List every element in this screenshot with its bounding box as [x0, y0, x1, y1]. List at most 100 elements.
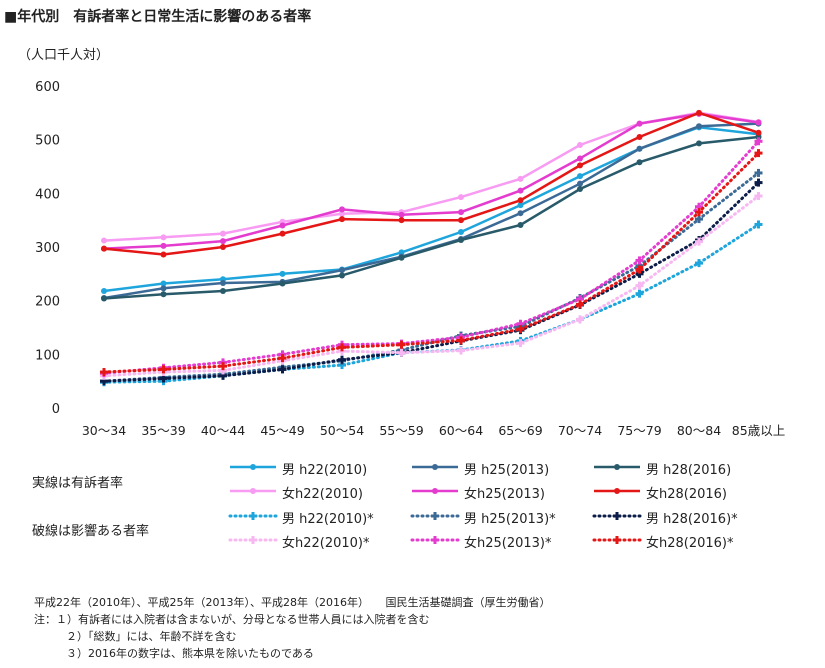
- data-point: [278, 365, 287, 374]
- series-solid-4: [101, 110, 762, 252]
- data-point: [339, 267, 345, 274]
- legend-item-label: 女h25(2013)*: [464, 536, 552, 551]
- data-point: [635, 289, 644, 298]
- data-point: [577, 155, 583, 162]
- data-point: [220, 288, 226, 295]
- data-point: [160, 234, 167, 241]
- footnote-2: ２）「総数」には、年齢不詳を含む: [66, 630, 237, 643]
- series-dotted-7: [100, 168, 763, 386]
- legend-swatch: [410, 536, 460, 544]
- x-tick-label: 50～54: [320, 423, 364, 438]
- series-solid-3: [101, 109, 762, 244]
- data-point: [695, 259, 703, 268]
- y-tick-label: 300: [35, 241, 60, 256]
- legend-item-label: 女h28(2016): [646, 487, 728, 502]
- legend-dashed-label: 破線は影響ある者率: [32, 524, 150, 539]
- legend-swatch: [228, 512, 278, 520]
- data-point: [458, 228, 464, 235]
- series-dotted-10: [100, 137, 763, 378]
- legend-item: 男 h28(2016)*: [592, 506, 772, 528]
- y-tick-label: 600: [35, 80, 60, 95]
- data-point: [339, 210, 345, 217]
- data-point: [576, 300, 584, 309]
- data-point: [279, 230, 286, 237]
- series-line: [102, 139, 760, 375]
- series-line: [103, 135, 759, 300]
- data-point: [219, 371, 227, 380]
- data-point: [159, 374, 168, 383]
- data-point: [160, 280, 167, 287]
- data-point: [696, 140, 702, 147]
- data-point: [220, 279, 226, 286]
- legend-item: 男 h28(2016): [592, 457, 772, 479]
- legend-swatch: [412, 464, 458, 470]
- series-solid-5: [101, 109, 762, 258]
- data-point: [577, 142, 583, 149]
- x-tick-label: 40～44: [201, 423, 245, 438]
- data-point: [100, 368, 108, 377]
- data-point: [754, 178, 763, 187]
- data-point: [516, 319, 525, 328]
- legend-item: 女h22(2010): [228, 481, 408, 503]
- legend-item: 男 h25(2013): [410, 457, 590, 479]
- data-point: [398, 254, 405, 261]
- data-point: [754, 220, 763, 229]
- x-tick-label: 80～84: [677, 423, 721, 438]
- y-tick-label: 400: [35, 187, 60, 202]
- x-tick-label: 35～39: [141, 423, 185, 438]
- y-tick-label: 500: [35, 134, 60, 149]
- data-point: [338, 361, 346, 370]
- data-point: [695, 208, 703, 217]
- legend-swatch: [594, 464, 640, 470]
- data-point: [279, 222, 286, 229]
- data-point: [457, 336, 465, 345]
- data-point: [576, 315, 584, 324]
- data-point: [695, 215, 703, 224]
- data-point: [636, 133, 643, 140]
- footnote-1: 注：１）有訴者には入院者は含まないが、分母となる世帯人員には入院者を含む: [34, 613, 430, 626]
- data-point: [635, 265, 644, 274]
- legend-item-label: 男 h25(2013)*: [464, 512, 556, 527]
- data-point: [398, 249, 405, 256]
- data-point: [516, 325, 525, 334]
- data-point: [278, 354, 287, 363]
- series-lines: [100, 109, 763, 387]
- legend-item-label: 女h28(2016)*: [646, 536, 734, 551]
- legend-item-label: 男 h22(2010)*: [282, 512, 374, 527]
- legend-swatch: [592, 536, 642, 544]
- legend-solid-label: 実線は有訴者率: [32, 476, 124, 491]
- data-point: [635, 281, 644, 290]
- data-point: [696, 109, 702, 116]
- data-point: [517, 221, 524, 228]
- data-point: [101, 295, 107, 302]
- data-point: [754, 137, 763, 146]
- data-point: [754, 149, 763, 158]
- data-point: [398, 217, 405, 224]
- data-point: [338, 343, 346, 352]
- data-point: [517, 210, 524, 217]
- x-tick-label: 45～49: [260, 423, 304, 438]
- line-chart: 0 100 200 300 400 500 600 30～34 35～39 40～44 45～49…: [35, 80, 785, 438]
- data-point: [754, 168, 763, 177]
- data-point: [219, 362, 227, 371]
- data-point: [159, 365, 168, 374]
- legend-swatch: [592, 512, 642, 520]
- series-line: [103, 126, 759, 293]
- legend-item: 女h25(2013): [410, 481, 590, 503]
- data-point: [160, 242, 167, 249]
- legend-item-label: 女h25(2013): [464, 487, 546, 502]
- series-line: [103, 112, 759, 250]
- legend-item: 男 h25(2013)*: [410, 506, 590, 528]
- legend-item: 女h25(2013)*: [410, 530, 590, 552]
- y-tick-label: 200: [35, 295, 60, 310]
- data-point: [576, 295, 584, 304]
- series-line: [102, 181, 760, 383]
- series-line: [103, 111, 759, 256]
- y-axis-ticks: 0 100 200 300 400 500 600: [35, 80, 60, 417]
- data-point: [636, 159, 643, 166]
- footnote-3: ３）2016年の数字は、熊本県を除いたものである: [66, 647, 314, 660]
- data-point: [695, 237, 703, 246]
- series-solid-2: [101, 133, 762, 302]
- data-point: [577, 162, 583, 169]
- series-line: [102, 194, 760, 378]
